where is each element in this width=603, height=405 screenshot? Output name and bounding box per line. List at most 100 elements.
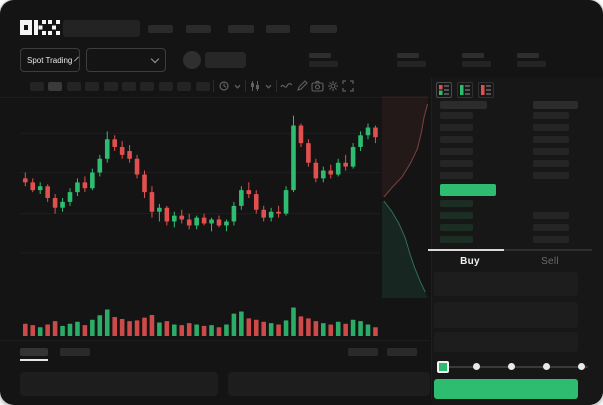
slider-step-dot[interactable] bbox=[508, 363, 515, 370]
chevron-down-icon bbox=[74, 56, 80, 61]
search-bar[interactable] bbox=[63, 20, 140, 37]
nav-item[interactable] bbox=[228, 25, 254, 33]
orderbook-panel bbox=[432, 78, 603, 405]
timeframe-button[interactable] bbox=[177, 82, 192, 91]
volume-bar bbox=[52, 321, 58, 336]
candle-body bbox=[373, 127, 378, 138]
slider-step-dot[interactable] bbox=[543, 363, 550, 370]
bid-price-bar bbox=[440, 224, 473, 231]
nav-item[interactable] bbox=[186, 25, 211, 33]
price-input[interactable] bbox=[434, 272, 578, 296]
slider-handle[interactable] bbox=[437, 361, 449, 373]
bottom-link-1[interactable] bbox=[348, 348, 378, 356]
orderbook-ask-row[interactable] bbox=[432, 112, 592, 120]
candle-body bbox=[82, 182, 88, 189]
line-wave-icon[interactable] bbox=[280, 80, 293, 92]
fullscreen-icon[interactable] bbox=[342, 80, 354, 92]
candle-body bbox=[268, 211, 274, 218]
orderbook-bid-row[interactable] bbox=[432, 200, 592, 208]
slider-step-dot[interactable] bbox=[473, 363, 480, 370]
nav-item[interactable] bbox=[148, 25, 173, 33]
candle-body bbox=[75, 182, 80, 193]
orderbook-ask-row[interactable] bbox=[432, 160, 592, 168]
interval-clock-icon[interactable] bbox=[218, 80, 230, 92]
orderbook-bid-row[interactable] bbox=[432, 212, 592, 220]
candle-body bbox=[350, 147, 356, 167]
candlestick-chart[interactable] bbox=[20, 100, 380, 296]
candle-body bbox=[30, 182, 36, 191]
gear-icon[interactable] bbox=[327, 80, 339, 92]
volume-bar bbox=[321, 323, 326, 336]
pair-name-placeholder[interactable] bbox=[205, 52, 246, 68]
orderbook-ask-row[interactable] bbox=[432, 136, 592, 144]
orderbook-bid-row[interactable] bbox=[432, 224, 592, 232]
timeframe-button[interactable] bbox=[48, 82, 63, 91]
candle-body bbox=[97, 158, 103, 173]
volume-bar bbox=[90, 319, 95, 336]
timeframe-button[interactable] bbox=[158, 82, 173, 91]
divider bbox=[245, 80, 246, 92]
depth-chart bbox=[382, 96, 430, 298]
tab-buy[interactable]: Buy bbox=[460, 256, 480, 267]
volume-bar bbox=[209, 325, 214, 336]
volume-bar bbox=[172, 324, 177, 336]
candle-body bbox=[343, 162, 348, 167]
amount-slider[interactable] bbox=[437, 361, 588, 373]
volume-bar bbox=[30, 325, 36, 336]
stat-label bbox=[517, 53, 539, 58]
volume-bar bbox=[82, 325, 88, 336]
bottom-link-2[interactable] bbox=[387, 348, 417, 356]
amount-input[interactable] bbox=[434, 302, 578, 328]
timeframe-button[interactable] bbox=[195, 82, 210, 91]
volume-chart[interactable] bbox=[20, 298, 380, 336]
ask-price-bar bbox=[440, 148, 473, 155]
volume-bar bbox=[224, 324, 229, 336]
candle-body bbox=[60, 201, 65, 208]
bottom-tab-history[interactable] bbox=[60, 348, 90, 356]
candle-style-icon[interactable] bbox=[249, 80, 261, 92]
bid-price-bar bbox=[440, 236, 473, 243]
book-combined-icon[interactable] bbox=[436, 82, 452, 98]
bid-price-bar bbox=[440, 212, 473, 219]
pair-select-dropdown[interactable] bbox=[86, 48, 166, 72]
volume-bar bbox=[134, 320, 140, 336]
orderbook-ask-row[interactable] bbox=[432, 172, 592, 180]
total-input[interactable] bbox=[434, 332, 578, 352]
tab-sell[interactable]: Sell bbox=[541, 256, 559, 267]
market-type-dropdown[interactable]: Spot Trading bbox=[20, 48, 80, 72]
candle-body bbox=[239, 190, 244, 206]
timeframe-button[interactable] bbox=[85, 82, 100, 91]
buy-submit-button[interactable] bbox=[434, 379, 578, 399]
chevron-down-icon[interactable] bbox=[233, 82, 242, 91]
okx-logo[interactable] bbox=[20, 20, 60, 35]
stat-value bbox=[517, 61, 546, 67]
camera-icon[interactable] bbox=[311, 80, 324, 92]
book-bids-icon[interactable] bbox=[457, 82, 473, 98]
chevron-down-icon[interactable] bbox=[264, 82, 273, 91]
volume-bar bbox=[350, 319, 356, 336]
nav-item[interactable] bbox=[266, 25, 290, 33]
timeframe-button[interactable] bbox=[122, 82, 136, 91]
bid-amount-bar bbox=[533, 236, 569, 243]
timeframe-button[interactable] bbox=[66, 82, 81, 91]
book-asks-icon[interactable] bbox=[478, 82, 494, 98]
volume-bar bbox=[268, 323, 274, 336]
toolbar-icons-left bbox=[218, 80, 354, 92]
timeframe-button[interactable] bbox=[103, 82, 118, 91]
orderbook-bid-row[interactable] bbox=[432, 236, 592, 244]
timeframe-button[interactable] bbox=[30, 82, 44, 91]
nav-item[interactable] bbox=[310, 25, 337, 33]
candle-body bbox=[37, 186, 43, 191]
bottom-tab-orders[interactable] bbox=[20, 348, 48, 356]
slider-step-dot[interactable] bbox=[578, 363, 585, 370]
volume-bar bbox=[201, 325, 207, 336]
pair-avatar[interactable] bbox=[183, 51, 201, 69]
volume-bar bbox=[283, 320, 289, 336]
draw-pencil-icon[interactable] bbox=[296, 80, 308, 92]
orderbook-ask-row[interactable] bbox=[432, 124, 592, 132]
ask-amount-bar bbox=[533, 124, 569, 131]
timeframe-button[interactable] bbox=[140, 82, 155, 91]
orderbook-ask-row[interactable] bbox=[432, 148, 592, 156]
orderbook-view-switcher bbox=[436, 82, 494, 98]
